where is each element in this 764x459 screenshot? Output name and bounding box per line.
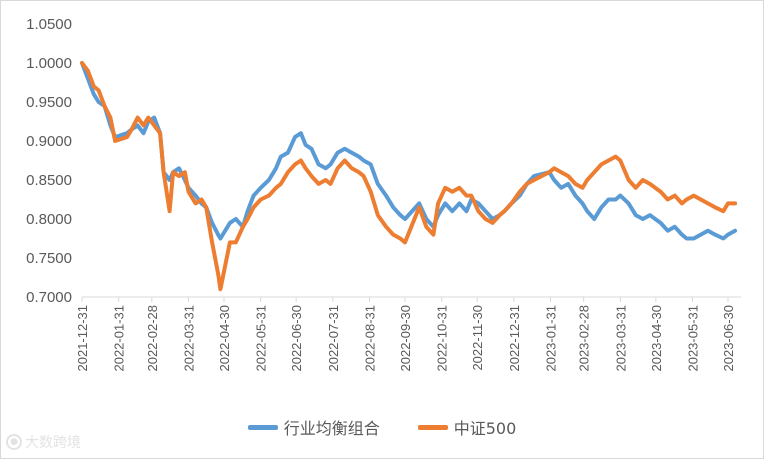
legend-item-series-1: 行业均衡组合 xyxy=(247,415,380,439)
x-tick-label: 2023-01-31 xyxy=(544,305,559,372)
y-tick-label: 0.9500 xyxy=(26,94,72,111)
y-tick-label: 0.8000 xyxy=(26,211,72,228)
x-tick-label: 2022-06-30 xyxy=(289,305,304,372)
x-tick-label: 2022-10-31 xyxy=(435,305,450,372)
y-tick-label: 0.9000 xyxy=(26,133,72,150)
legend-swatch-series-2 xyxy=(417,424,448,430)
x-tick-label: 2022-12-31 xyxy=(507,305,522,372)
y-tick-label: 1.0500 xyxy=(26,16,72,33)
x-tick-label: 2023-04-30 xyxy=(649,305,664,372)
x-tick-label: 2023-02-28 xyxy=(577,305,592,372)
watermark-text: 大数跨境 xyxy=(25,435,81,451)
x-tick-label: 2022-04-30 xyxy=(217,305,232,372)
legend-swatch-series-1 xyxy=(247,424,278,430)
series-layer xyxy=(80,61,738,292)
chart-legend: 行业均衡组合 中证500 xyxy=(0,414,764,440)
x-tick-label: 2023-05-31 xyxy=(686,305,701,372)
x-tick-label: 2022-05-31 xyxy=(254,305,269,372)
series-line-2 xyxy=(80,61,738,292)
x-tick-label: 2022-08-31 xyxy=(363,305,378,372)
x-tick-label: 2022-07-31 xyxy=(326,305,341,372)
legend-item-series-2: 中证500 xyxy=(417,415,517,439)
y-tick-label: 1.0000 xyxy=(26,55,72,72)
x-tick-label: 2022-01-31 xyxy=(112,305,127,372)
legend-label-series-1: 行业均衡组合 xyxy=(283,419,380,438)
series-line-1 xyxy=(80,61,738,241)
x-tick-label: 2022-11-30 xyxy=(470,305,485,371)
x-tick-label: 2022-03-31 xyxy=(181,305,196,372)
x-tick-label: 2022-09-30 xyxy=(398,305,413,372)
watermark: ● 大数跨境 xyxy=(6,432,81,452)
x-axis: 2021-12-31 2022-01-31 2022-02-28 2022-03-31… xyxy=(75,296,741,372)
x-tick-label: 2021-12-31 xyxy=(75,305,90,372)
x-tick-label: 2023-06-30 xyxy=(721,305,736,372)
y-tick-label: 0.8500 xyxy=(26,172,72,189)
y-tick-label: 0.7000 xyxy=(26,289,72,306)
x-tick-label: 2022-02-28 xyxy=(145,305,160,372)
y-axis-labels: 0.7000 0.7500 0.8000 0.8500 0.9000 0.9500 1.00… xyxy=(26,16,72,306)
y-tick-label: 0.7500 xyxy=(26,250,72,267)
dashu-logo-icon: ● xyxy=(6,434,22,450)
legend-label-series-2: 中证500 xyxy=(453,419,517,438)
x-tick-label: 2023-03-31 xyxy=(613,305,628,372)
